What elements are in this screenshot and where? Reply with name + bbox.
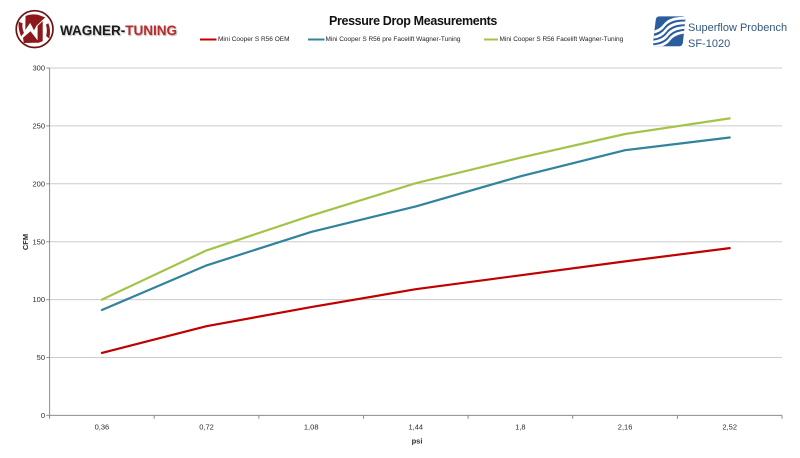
svg-text:0,72: 0,72 (199, 423, 214, 432)
svg-text:200: 200 (32, 179, 45, 188)
svg-text:0,36: 0,36 (95, 423, 110, 432)
svg-text:1,44: 1,44 (408, 423, 423, 432)
svg-text:1,08: 1,08 (304, 423, 319, 432)
svg-text:0: 0 (41, 411, 45, 420)
svg-text:150: 150 (32, 237, 45, 246)
svg-text:psi: psi (412, 437, 423, 446)
svg-text:50: 50 (37, 353, 45, 362)
svg-text:1,8: 1,8 (515, 423, 525, 432)
svg-text:CFM: CFM (21, 234, 30, 250)
svg-text:250: 250 (32, 122, 45, 131)
svg-text:2,52: 2,52 (722, 423, 737, 432)
svg-text:300: 300 (32, 64, 45, 73)
svg-text:2,16: 2,16 (618, 423, 633, 432)
svg-text:100: 100 (32, 295, 45, 304)
